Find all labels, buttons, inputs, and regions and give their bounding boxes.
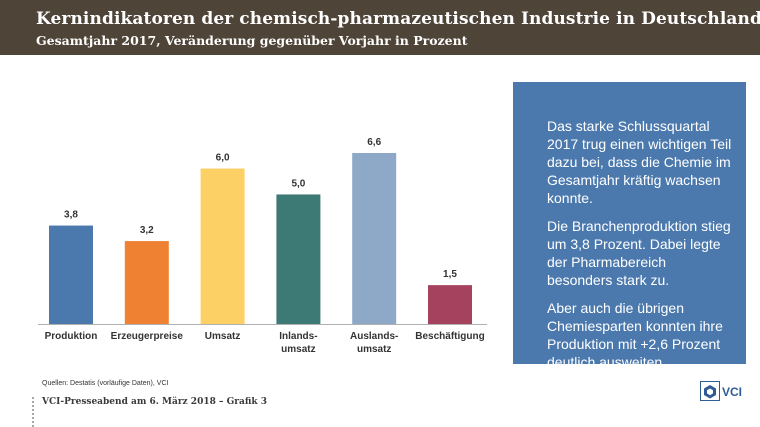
bar-value-label: 6,6 bbox=[367, 137, 381, 148]
category-label: umsatz bbox=[357, 344, 391, 355]
info-paragraph: Die Branchenproduktion stieg um 3,8 Proz… bbox=[547, 218, 731, 288]
bar bbox=[352, 153, 397, 324]
category-label: umsatz bbox=[281, 344, 315, 355]
bar-value-label: 1,5 bbox=[443, 269, 457, 280]
footer-divider bbox=[32, 397, 36, 427]
footer-caption: VCI-Presseabend am 6. März 2018 – Grafik… bbox=[42, 397, 268, 407]
bar-value-label: 3,8 bbox=[64, 210, 78, 221]
bar-chart: 3,8 Produktion 3,2 Erzeugerpreise 6,0 Umsatz 5… bbox=[38, 137, 487, 355]
bar-value-label: 6,0 bbox=[216, 153, 230, 164]
vci-logo-text: VCI bbox=[722, 385, 742, 399]
bar bbox=[124, 241, 169, 324]
bar bbox=[276, 194, 321, 324]
info-paragraph: Das starke Schlussquartal 2017 trug eine… bbox=[547, 118, 732, 206]
bar bbox=[49, 225, 93, 324]
bar-value-label: 5,0 bbox=[291, 178, 305, 189]
bar-value-label: 3,2 bbox=[140, 225, 154, 236]
category-label: Beschäftigung bbox=[415, 331, 484, 342]
bar bbox=[200, 168, 245, 324]
bar bbox=[428, 285, 472, 324]
header-bar: Kernindikatoren der chemisch-pharmazeuti… bbox=[0, 0, 760, 55]
info-paragraph: Aber auch die übrigen Chemiesparten konn… bbox=[547, 300, 723, 370]
vci-logo-icon bbox=[700, 381, 720, 401]
page-subtitle: Gesamtjahr 2017, Veränderung gegenüber V… bbox=[36, 33, 468, 48]
category-label: Erzeugerpreise bbox=[111, 331, 184, 342]
sources-note: Quellen: Destatis (vorläufige Daten), VC… bbox=[42, 380, 169, 387]
info-box: Das starke Schlussquartal 2017 trug eine… bbox=[513, 82, 746, 370]
category-label: Inlands- bbox=[279, 331, 317, 342]
category-label: Produktion bbox=[45, 331, 98, 342]
vci-logo: VCI bbox=[700, 381, 742, 401]
category-label: Auslands- bbox=[350, 331, 398, 342]
page-title: Kernindikatoren der chemisch-pharmazeuti… bbox=[36, 9, 760, 29]
category-label: Umsatz bbox=[205, 331, 241, 342]
